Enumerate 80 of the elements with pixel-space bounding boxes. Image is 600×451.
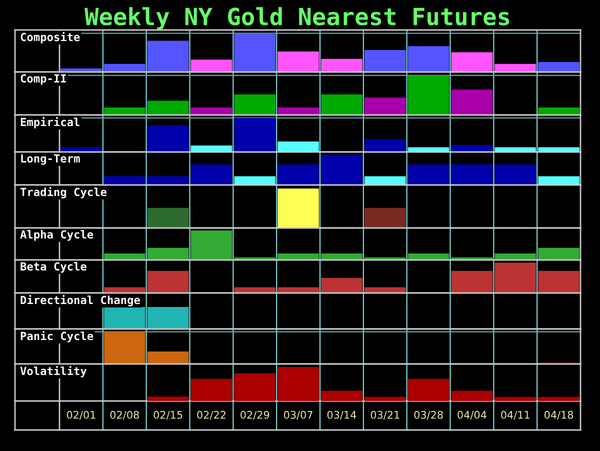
bar — [147, 40, 189, 72]
y-axis-title: Directional Change — [20, 294, 140, 306]
bar — [451, 144, 493, 152]
bar — [147, 125, 189, 152]
bar — [364, 396, 406, 401]
bar — [234, 33, 276, 72]
bar — [190, 107, 232, 115]
bar — [278, 141, 319, 152]
x-tick-label: 04/11 — [501, 410, 530, 420]
bar — [104, 64, 146, 72]
y-axis-title: Trading Cycle — [20, 186, 107, 198]
bar — [234, 118, 276, 152]
bar — [364, 50, 406, 72]
bar — [147, 270, 189, 293]
bar — [321, 278, 362, 293]
bar — [278, 287, 319, 293]
x-tick-label: 03/14 — [327, 410, 356, 420]
bar — [494, 64, 536, 72]
bar — [494, 262, 536, 293]
bar — [538, 147, 580, 152]
bar — [538, 270, 580, 293]
y-axis-title: Panic Cycle — [20, 330, 94, 342]
bar — [147, 396, 189, 401]
bar — [364, 287, 406, 293]
bar — [147, 248, 189, 260]
bar — [408, 378, 450, 401]
y-axis-title: Empirical — [20, 117, 80, 128]
bar — [408, 46, 450, 72]
bar — [321, 390, 362, 401]
bar — [190, 230, 232, 260]
y-axis-title: Beta Cycle — [20, 262, 86, 273]
bar — [104, 287, 146, 293]
bar — [278, 366, 319, 401]
y-axis-title: Comp-II — [20, 74, 66, 85]
x-tick-label: 04/04 — [458, 410, 486, 420]
bar — [321, 94, 362, 115]
x-tick-label: 02/22 — [197, 410, 226, 420]
y-axis-title: Alpha Cycle — [20, 230, 94, 241]
x-tick-label: 02/29 — [240, 410, 270, 420]
bar — [321, 58, 362, 72]
bar — [234, 287, 276, 293]
bar — [408, 147, 450, 152]
bar — [364, 98, 406, 115]
x-tick-label: 02/15 — [154, 410, 182, 420]
bar — [147, 100, 189, 115]
bar — [408, 254, 450, 260]
bar — [234, 94, 276, 115]
y-axis-title: Volatility — [20, 366, 87, 378]
bar — [190, 378, 232, 401]
bar — [190, 60, 232, 72]
x-tick-label: 04/18 — [544, 410, 574, 420]
bar — [494, 147, 536, 152]
bar — [538, 62, 580, 72]
y-axis-title: Composite — [20, 32, 80, 44]
bar — [451, 270, 493, 293]
bar — [538, 107, 580, 115]
bar — [278, 254, 319, 260]
bar — [278, 107, 319, 115]
x-tick-label: 02/08 — [110, 410, 139, 420]
bar — [104, 254, 146, 260]
bar — [494, 396, 536, 401]
x-tick-label: 02/01 — [66, 410, 96, 420]
x-tick-label: 03/07 — [284, 410, 312, 420]
bar — [451, 52, 493, 72]
y-axis-title: Long-Term — [21, 154, 80, 165]
bar — [494, 254, 536, 260]
bar — [104, 107, 146, 115]
bar — [538, 396, 580, 401]
x-tick-label: 03/21 — [370, 410, 400, 420]
bar — [538, 248, 580, 260]
x-tick-label: 03/28 — [414, 410, 443, 420]
bar — [451, 90, 493, 115]
bar — [190, 146, 232, 152]
bar — [408, 75, 450, 115]
bar — [451, 390, 493, 401]
bar — [278, 52, 319, 72]
bar — [234, 373, 276, 401]
bar — [321, 254, 362, 260]
chart-title: Weekly NY Gold Nearest Futures — [84, 7, 510, 30]
bar — [364, 139, 406, 152]
